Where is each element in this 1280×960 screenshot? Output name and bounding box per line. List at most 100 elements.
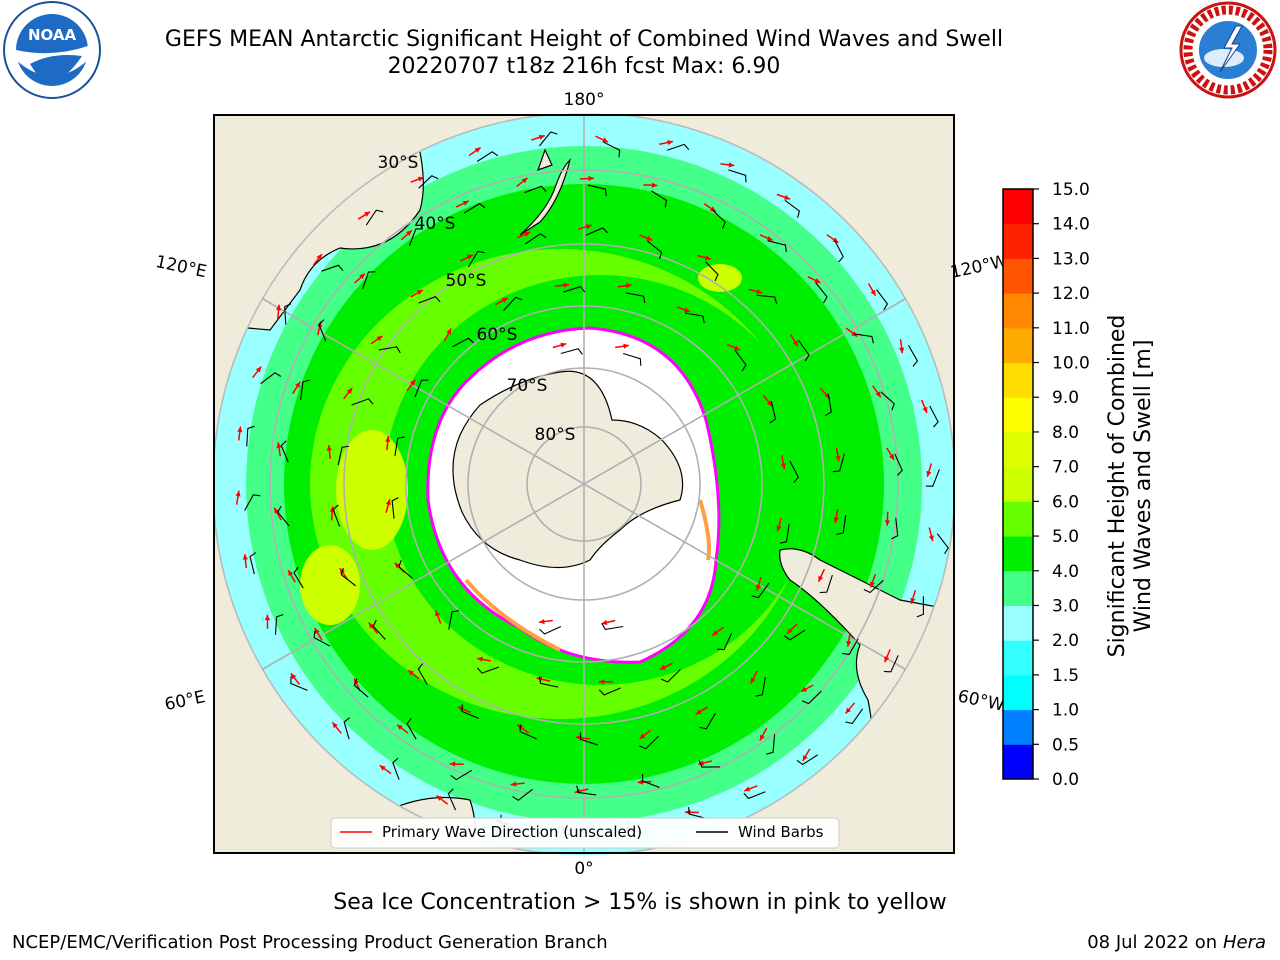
wind-barb	[883, 655, 899, 673]
colorbar-segment	[1003, 501, 1033, 537]
wave-arrow-head	[242, 554, 248, 560]
colorbar-segment	[1003, 431, 1033, 468]
wind-barb	[908, 345, 919, 367]
colorbar-tick-label: 9.0	[1052, 388, 1079, 408]
wave-arrow-head	[922, 406, 928, 413]
wind-barb	[586, 227, 609, 236]
map-title-line1: GEFS MEAN Antarctic Significant Height o…	[164, 27, 1004, 52]
wind-barb	[525, 233, 547, 245]
wave-arrow-head	[585, 224, 592, 230]
wind-barb	[894, 453, 903, 476]
wind-barb	[274, 614, 284, 635]
wind-barb	[815, 282, 828, 304]
legend-wave-label: Primary Wave Direction (unscaled)	[382, 823, 642, 841]
wind-barb	[450, 769, 473, 781]
wind-barb	[519, 724, 537, 740]
wind-barb	[318, 319, 327, 342]
graticule	[214, 115, 954, 853]
wind-barb	[560, 348, 583, 355]
wind-barb	[321, 264, 344, 272]
colorbar-segment	[1003, 189, 1033, 225]
colorbar-label-line2: Wind Waves and Swell [m]	[1131, 340, 1156, 633]
lat-label-60s: 60°S	[477, 325, 518, 345]
wind-barb	[290, 676, 308, 691]
lat-label-50s: 50°S	[446, 271, 487, 291]
colorbar-segment	[1003, 397, 1033, 433]
wind-barb	[601, 623, 624, 630]
host-text: Hera	[1222, 932, 1266, 953]
wave-arrow-head	[477, 656, 483, 662]
colorbar-segment	[1003, 570, 1033, 606]
colorbar-segment	[1003, 466, 1033, 502]
lat-label-30s: 30°S	[378, 153, 419, 173]
wind-barb	[603, 141, 621, 158]
wind-barb	[845, 708, 864, 725]
wave-arrow-head	[832, 237, 839, 243]
wave-arrow-head	[712, 630, 719, 636]
wind-barb	[524, 185, 547, 194]
wave-arrow-head	[314, 628, 320, 635]
wave-arrow-head	[684, 307, 691, 313]
wind-barb	[340, 567, 357, 587]
wind-barb	[717, 633, 733, 651]
wave-arrow-head	[734, 345, 741, 351]
wave-arrow-head	[316, 254, 322, 260]
colorbar-segment	[1003, 605, 1033, 641]
wave-arrow-head	[563, 282, 570, 288]
wind-barb	[751, 582, 770, 599]
wind-barb	[260, 372, 282, 385]
wind-barb	[853, 333, 874, 344]
wind-barb	[834, 240, 844, 263]
lat-label-70s: 70°S	[507, 376, 548, 396]
wind-barb	[756, 294, 778, 304]
wind-barb	[783, 629, 806, 641]
wave-arrow-head	[416, 289, 423, 295]
wave-arrow-head	[784, 194, 791, 200]
wind-barb	[647, 240, 663, 260]
wave-arrow-head	[786, 628, 793, 634]
wind-barb	[766, 734, 776, 755]
wave-arrow-head	[264, 614, 271, 621]
wave-arrow-head	[695, 709, 702, 715]
map-title-line2: 20220707 t18z 216h fcst Max: 6.90	[387, 54, 781, 79]
wave-arrow-head	[588, 175, 594, 182]
date-stamp: 08 Jul 2022 on Hera	[1087, 932, 1266, 953]
wave-arrow-head	[776, 525, 782, 532]
wind-barb	[365, 209, 384, 226]
wind-barb	[353, 678, 369, 698]
wind-barb	[362, 271, 376, 290]
wave-arrow-head	[602, 137, 609, 143]
wind-barb	[538, 676, 559, 688]
wind-barb	[351, 398, 374, 406]
wave-arrow-head	[385, 436, 391, 442]
wind-barb	[406, 717, 417, 740]
wind-barb	[769, 401, 777, 424]
wave-arrow-head	[667, 139, 673, 146]
wind-barb	[398, 560, 413, 579]
wind-barb	[667, 143, 690, 151]
colorbar-tick-label: 0.0	[1052, 770, 1079, 790]
lat-label-80s: 80°S	[535, 425, 576, 445]
colorbar-tick-label: 7.0	[1052, 458, 1079, 478]
wave-arrow-head	[446, 328, 452, 335]
wind-barb	[836, 514, 847, 535]
wind-barb	[936, 533, 949, 555]
wave-arrow-head	[756, 289, 763, 295]
wave-arrow-head	[728, 162, 735, 168]
wave-arrow-head	[875, 391, 881, 398]
wind-barb	[343, 717, 351, 740]
date-text: 08 Jul 2022 on	[1087, 932, 1223, 953]
lon-label-180: 180°	[564, 90, 605, 110]
wind-barb	[755, 676, 766, 697]
wave-arrow-head	[910, 597, 916, 604]
lon-label-60w: 60°W	[956, 686, 1006, 715]
wave-arrow-head	[639, 733, 646, 739]
wave-arrow-head	[780, 463, 786, 470]
wave-arrow-head	[346, 387, 353, 394]
lon-label-60e: 60°E	[163, 687, 207, 715]
wind-barb	[539, 131, 558, 147]
colorbar-tick-label: 12.0	[1052, 284, 1090, 304]
wave-arrow-head	[814, 278, 821, 283]
lon-label-120e: 120°E	[154, 252, 209, 282]
wave-arrow-head	[332, 722, 338, 729]
